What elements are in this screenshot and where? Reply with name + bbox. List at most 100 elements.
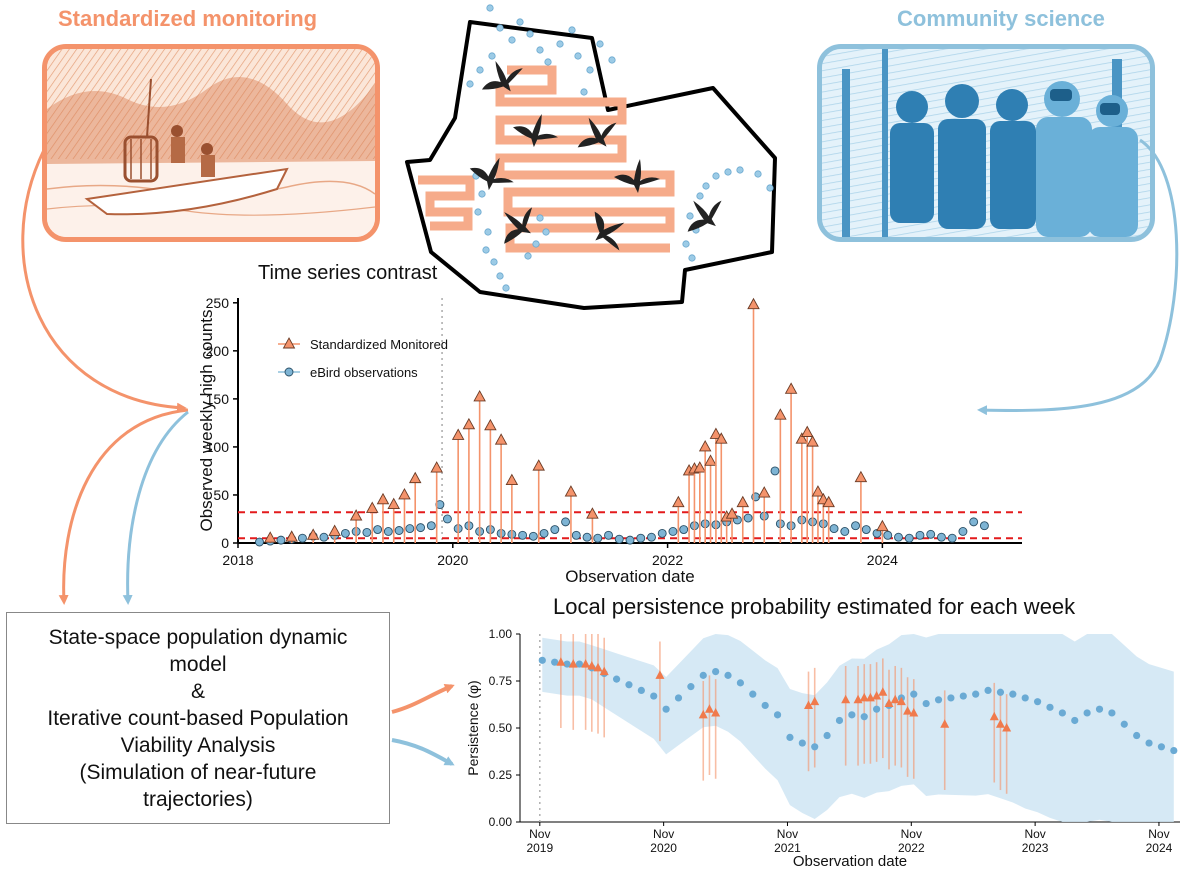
standardized-persistence-point bbox=[896, 696, 906, 706]
x-tick-label-year: 2024 bbox=[1146, 841, 1173, 855]
area-boundary bbox=[405, 20, 777, 310]
y-tick-label: 0.25 bbox=[489, 768, 513, 782]
legend-marker-ebird bbox=[284, 367, 294, 377]
ebird-point bbox=[872, 528, 882, 538]
y-tick-label: 100 bbox=[206, 439, 230, 455]
standardized-persistence-point bbox=[890, 694, 900, 704]
standardized-point bbox=[376, 492, 390, 505]
bird-shape bbox=[481, 60, 523, 92]
timeseries-chart: 0 50 100 150 200 250 2018 2020 2022 2024 Observati… bbox=[197, 295, 1022, 586]
standardized-point bbox=[365, 501, 379, 513]
ebird-point bbox=[979, 521, 989, 531]
persistence-chart: 0.000.250.500.751.00Nov2019Nov2020Nov202… bbox=[465, 627, 1180, 870]
ebird-persistence-point bbox=[996, 688, 1005, 696]
bird-icon bbox=[504, 207, 533, 244]
standardized-persistence-point bbox=[859, 692, 869, 702]
ebird-map-point bbox=[536, 214, 544, 222]
ebird-point bbox=[926, 529, 936, 539]
ebird-point bbox=[904, 533, 914, 543]
standardized-persistence-point bbox=[587, 660, 597, 670]
y-axis-label: Persistence (φ) bbox=[465, 680, 481, 775]
ebird-point bbox=[426, 521, 436, 531]
ebird-persistence-point bbox=[563, 660, 571, 668]
arrow-hub-to-model-blue bbox=[122, 410, 189, 605]
ebird-persistence-point bbox=[860, 713, 868, 721]
ebird-point bbox=[861, 525, 871, 534]
x-tick-label-month: Nov bbox=[777, 827, 798, 841]
ebird-persistence-point bbox=[1021, 694, 1029, 702]
ebird-point bbox=[829, 524, 839, 534]
x-tick-label: 2024 bbox=[867, 552, 898, 568]
ebird-point bbox=[528, 531, 538, 541]
arrow-model-to-persistence-orange bbox=[391, 684, 455, 714]
ebird-point bbox=[593, 533, 603, 543]
ebird-map-point bbox=[478, 190, 486, 198]
ebird-point bbox=[297, 533, 307, 543]
x-tick-label-year: 2020 bbox=[650, 841, 677, 855]
standardized-persistence-point bbox=[884, 698, 894, 708]
legend-marker-standardized bbox=[282, 337, 296, 349]
ebird-persistence-point bbox=[835, 716, 844, 725]
standardized-persistence-point bbox=[940, 719, 950, 728]
ebird-point bbox=[679, 525, 689, 534]
model-line: State-space population dynamic bbox=[48, 625, 348, 649]
standardized-point bbox=[484, 418, 497, 431]
standardized-point bbox=[263, 531, 277, 543]
standardized-point bbox=[430, 461, 443, 473]
ebird-map-point bbox=[482, 246, 490, 254]
x-tick-label: 2020 bbox=[437, 552, 468, 568]
ebird-map-point bbox=[682, 240, 690, 248]
standardized-point bbox=[709, 427, 723, 439]
ebird-map-point bbox=[474, 208, 482, 216]
ebird-map-point bbox=[608, 56, 616, 64]
x-tick-label-year: 2023 bbox=[1022, 841, 1049, 855]
standardized-monitoring-photo bbox=[42, 44, 380, 242]
arrow-standardized-to-hub bbox=[21, 149, 187, 413]
standardized-point bbox=[387, 497, 400, 510]
bird-shape bbox=[504, 207, 533, 244]
legend-label-ebird: eBird observations bbox=[310, 365, 418, 380]
x-tick-label-month: Nov bbox=[1148, 827, 1169, 841]
x-tick-label-month: Nov bbox=[529, 827, 550, 841]
x-tick-label-year: 2019 bbox=[526, 841, 553, 855]
transect-lines bbox=[418, 65, 675, 253]
standardized-point bbox=[398, 488, 411, 500]
ebird-point bbox=[255, 537, 264, 547]
timeseries-title: Time series contrast bbox=[258, 262, 438, 284]
bird-shape bbox=[577, 117, 617, 148]
standardized-point bbox=[494, 433, 508, 445]
x-tick-label-year: 2021 bbox=[774, 841, 801, 855]
ebird-point bbox=[958, 527, 968, 536]
ebird-point bbox=[840, 527, 850, 536]
standardized-persistence-point bbox=[556, 657, 566, 666]
arrow-community-to-chart bbox=[977, 138, 1179, 416]
ebird-point bbox=[668, 527, 678, 536]
arrow-model-to-persistence-blue bbox=[391, 738, 455, 766]
ebird-map-point bbox=[524, 252, 532, 260]
ebird-persistence-point bbox=[1157, 743, 1166, 751]
standardized-persistence-point bbox=[599, 666, 609, 676]
ebird-point bbox=[647, 532, 656, 542]
ebird-persistence-point bbox=[811, 743, 819, 751]
x-tick-label-month: Nov bbox=[653, 827, 674, 841]
x-tick-label: 2022 bbox=[652, 552, 683, 568]
ebird-point bbox=[582, 532, 592, 542]
ebird-persistence-point bbox=[612, 675, 621, 683]
ebird-point bbox=[319, 532, 329, 542]
bird-shape bbox=[594, 211, 625, 251]
ebird-persistence-point bbox=[712, 668, 720, 676]
ebird-map-point bbox=[766, 184, 774, 192]
bird-icon bbox=[614, 159, 660, 193]
ebird-persistence-point bbox=[687, 683, 695, 691]
ebird-point bbox=[915, 530, 925, 540]
standardized-point bbox=[725, 507, 739, 519]
ebird-point bbox=[383, 527, 393, 536]
ebird-persistence-point bbox=[650, 692, 658, 700]
ebird-point bbox=[518, 530, 528, 540]
model-box: State-space population dynamic model & I… bbox=[6, 612, 390, 824]
standardized-persistence-point bbox=[989, 711, 999, 721]
ebird-point bbox=[937, 532, 946, 542]
ebird-point bbox=[416, 523, 426, 533]
ebird-persistence-point bbox=[724, 671, 732, 679]
ebird-map-point bbox=[508, 36, 516, 44]
